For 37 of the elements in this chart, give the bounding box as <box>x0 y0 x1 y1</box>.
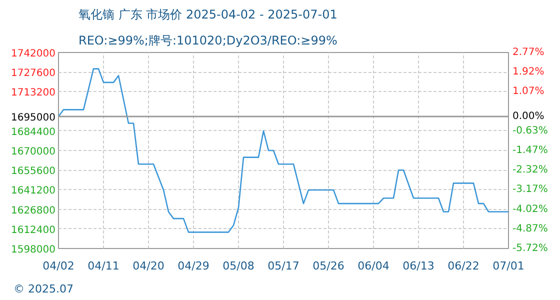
x-tick-label: 04/29 <box>178 260 210 272</box>
y2-tick-label: -3.17% <box>512 184 548 196</box>
y2-tick-label: -4.87% <box>512 223 548 234</box>
y2-tick-label: -0.63% <box>512 125 548 136</box>
y-tick-label: 1598000 <box>10 244 56 256</box>
y-tick-label: 1612400 <box>10 224 56 236</box>
x-tick-label: 05/26 <box>312 260 344 272</box>
y-tick-label: 1727600 <box>10 68 56 80</box>
y2-tick-label: -2.32% <box>512 164 548 176</box>
x-tick-label: 04/11 <box>88 260 120 272</box>
x-tick-label: 06/22 <box>448 260 480 272</box>
y-tick-label: 1655600 <box>10 166 56 178</box>
y2-tick-label: 1.92% <box>512 66 544 78</box>
y-tick-label: 1742000 <box>10 48 56 60</box>
y-tick-label: 1626800 <box>10 205 56 216</box>
x-tick-label: 04/02 <box>42 260 74 272</box>
x-tick-label: 05/17 <box>268 260 300 272</box>
x-tick-label: 06/04 <box>358 260 390 272</box>
y2-tick-label: 2.77% <box>512 47 544 58</box>
y-tick-label: 1684400 <box>10 126 56 138</box>
y2-tick-label: -5.72% <box>512 243 548 254</box>
y2-tick-label: 0.00% <box>512 110 544 122</box>
y2-tick-label: 1.07% <box>512 86 544 98</box>
text: © 2025.07 <box>14 282 74 296</box>
line-series <box>58 68 508 233</box>
x-tick-label: 05/08 <box>222 260 254 272</box>
chart-title: 氧化镝 广东 市场价 2025-04-02 - 2025-07-01 <box>78 8 338 22</box>
y-tick-label: 1695000 <box>10 112 56 124</box>
y-tick-label: 1641200 <box>10 186 56 197</box>
x-tick-label: 06/13 <box>402 260 434 272</box>
y2-tick-label: -4.02% <box>512 204 548 215</box>
chart-subtitle: REO:≥99%;牌号:101020;Dy2O3/REO:≥99% <box>78 34 338 48</box>
x-tick-label: 04/20 <box>132 260 164 272</box>
y-tick-label: 1713200 <box>10 88 56 99</box>
x-tick-label: 07/01 <box>492 260 524 272</box>
y-tick-label: 1670000 <box>10 146 56 158</box>
y2-tick-label: -1.47% <box>512 144 548 156</box>
